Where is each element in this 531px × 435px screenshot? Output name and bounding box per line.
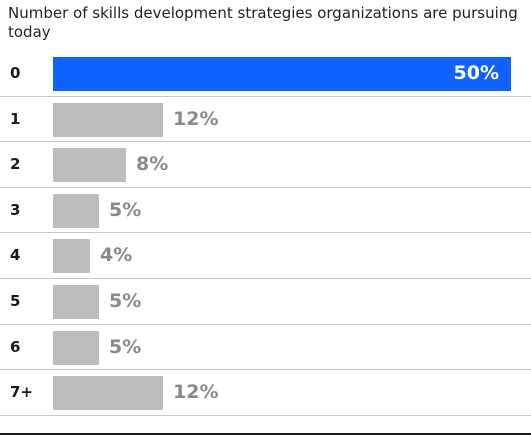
bar: [53, 239, 90, 274]
row-divider: [0, 186, 531, 188]
bar-row: 5 5%: [0, 279, 531, 325]
bar: [53, 148, 126, 183]
bar-rows: 0 50% 1 12% 2 8% 3 5% 4 4% 5 5% 6 5% 7+ 12%: [0, 51, 531, 416]
value-label: 12%: [173, 107, 219, 130]
row-divider: [0, 277, 531, 279]
row-divider: [0, 323, 531, 325]
bar-row: 1 12%: [0, 97, 531, 143]
bar-row: 2 8%: [0, 142, 531, 188]
row-divider: [0, 95, 531, 97]
category-label: 7+: [10, 383, 34, 402]
category-label: 5: [10, 291, 21, 310]
bottom-rule: [0, 433, 531, 435]
value-label: 5%: [109, 335, 142, 358]
value-label: 4%: [100, 244, 133, 267]
bar-row: 7+ 12%: [0, 370, 531, 416]
bar: [53, 330, 99, 365]
bar-row: 4 4%: [0, 233, 531, 279]
row-divider: [0, 141, 531, 143]
bar: [53, 193, 99, 228]
bar: [53, 376, 163, 411]
value-label: 8%: [136, 153, 169, 176]
value-label: 12%: [173, 381, 219, 404]
value-label: 5%: [109, 289, 142, 312]
chart-title: Number of skills development strategies …: [8, 4, 518, 41]
bar-row: 0 50%: [0, 51, 531, 97]
category-label: 3: [10, 200, 21, 219]
bar: [53, 57, 511, 91]
row-divider: [0, 369, 531, 371]
row-divider: [0, 232, 531, 234]
value-label: 5%: [109, 198, 142, 221]
bar: [53, 284, 99, 319]
bar-row: 6 5%: [0, 325, 531, 371]
bar: [53, 102, 163, 137]
bar-row: 3 5%: [0, 188, 531, 234]
category-label: 2: [10, 155, 21, 174]
value-label: 50%: [453, 62, 499, 84]
category-label: 1: [10, 109, 21, 128]
category-label: 4: [10, 246, 21, 265]
category-label: 0: [10, 64, 21, 82]
row-divider: [0, 414, 531, 416]
category-label: 6: [10, 337, 21, 356]
